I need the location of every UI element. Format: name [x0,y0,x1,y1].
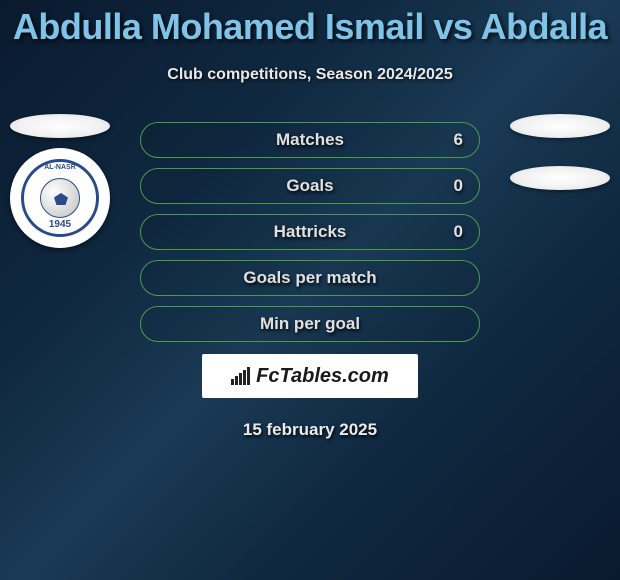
stat-label: Min per goal [260,314,360,334]
comparison-title: Abdulla Mohamed Ismail vs Abdalla [0,0,620,48]
snapshot-date: 15 february 2025 [140,420,480,440]
stat-label: Goals [286,176,333,196]
main-content: AL-NASR 1945 Matches 6 Goals 0 Hattricks… [0,122,620,440]
club-badge-inner: AL-NASR 1945 [21,159,99,237]
stat-label: Goals per match [243,268,376,288]
stat-row-goals: Goals 0 [140,168,480,204]
stat-row-min-per-goal: Min per goal [140,306,480,342]
comparison-subtitle: Club competitions, Season 2024/2025 [0,66,620,84]
stat-value: 6 [454,130,463,150]
player-avatar-placeholder [10,114,110,138]
stat-row-hattricks: Hattricks 0 [140,214,480,250]
club-year: 1945 [49,219,71,230]
stat-label: Matches [276,130,344,150]
brand-watermark: FcTables.com [202,354,418,398]
stat-value: 0 [454,222,463,242]
soccer-ball-icon [40,178,80,218]
right-player-column [510,114,610,200]
stat-value: 0 [454,176,463,196]
club-name: AL-NASR [44,164,76,171]
club-badge-placeholder [510,166,610,190]
stat-row-matches: Matches 6 [140,122,480,158]
player-avatar-placeholder [510,114,610,138]
brand-text: FcTables.com [256,365,389,388]
club-badge-left: AL-NASR 1945 [10,148,110,248]
bar-chart-icon [231,367,250,385]
left-player-column: AL-NASR 1945 [10,114,110,248]
stat-label: Hattricks [274,222,347,242]
stats-panel: Matches 6 Goals 0 Hattricks 0 Goals per … [140,122,480,440]
stat-row-goals-per-match: Goals per match [140,260,480,296]
